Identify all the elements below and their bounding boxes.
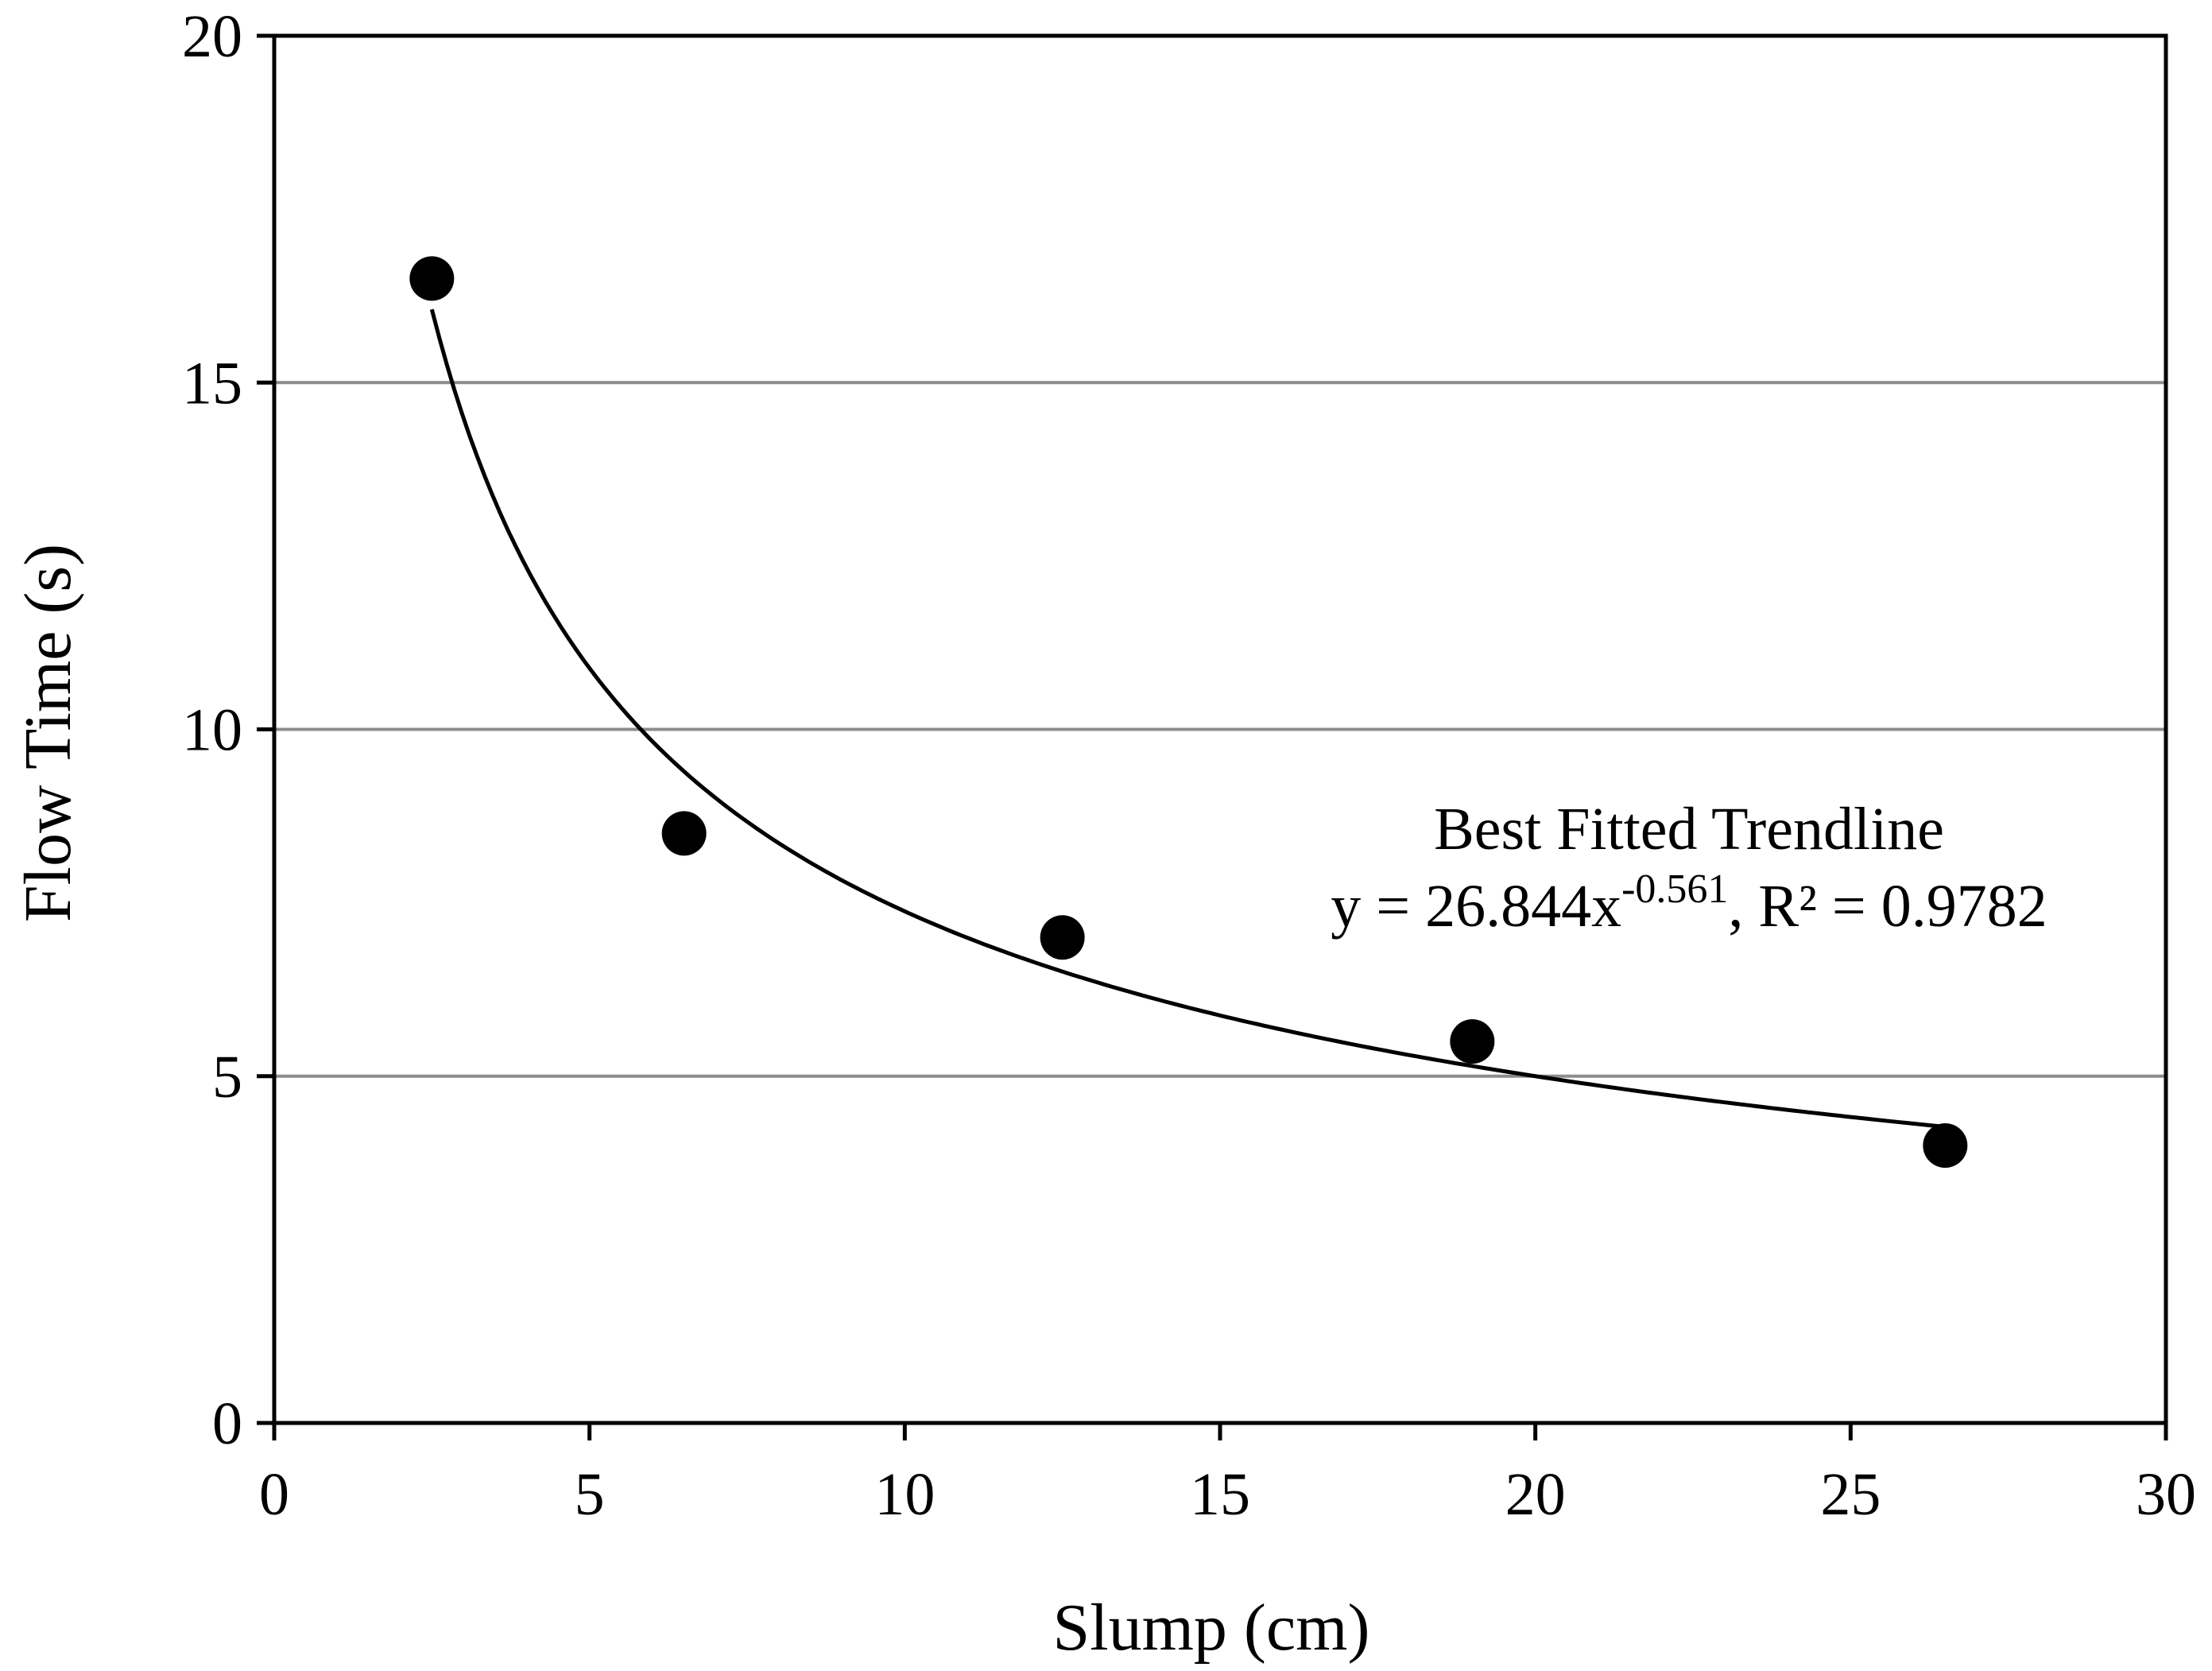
x-tick-label: 25 — [1820, 1461, 1881, 1528]
trendline-label: Best Fitted Trendline — [1434, 796, 1944, 863]
data-point — [1923, 1123, 1968, 1168]
data-point — [409, 256, 455, 301]
y-tick-label: 20 — [182, 3, 242, 70]
trendline-equation: y = 26.844x-0.561, R² = 0.9782 — [1331, 867, 2047, 940]
x-axis-title: Slump (cm) — [1053, 1591, 1370, 1665]
y-tick-label: 0 — [212, 1390, 242, 1457]
trendline — [429, 308, 1946, 1129]
x-tick-label: 10 — [874, 1461, 935, 1528]
x-tick-label: 15 — [1190, 1461, 1250, 1528]
equation-prefix: y = 26.844x — [1331, 873, 1621, 940]
y-tick-label: 10 — [182, 697, 242, 764]
ticks: 0 5 10 15 20 0 5 10 15 20 25 30 — [182, 3, 2196, 1528]
data-point — [1450, 1019, 1495, 1064]
x-tick-label: 5 — [575, 1461, 605, 1528]
equation-suffix: , R² = 0.9782 — [1728, 873, 2047, 940]
x-tick-label: 30 — [2136, 1461, 2196, 1528]
y-tick-label: 15 — [182, 350, 242, 417]
equation-exponent: -0.561 — [1621, 867, 1728, 912]
data-point — [1040, 915, 1085, 960]
data-point — [661, 811, 707, 856]
grid-lines — [274, 381, 2166, 1078]
trendline-group — [429, 308, 1946, 1129]
data-points — [409, 256, 1968, 1168]
x-tick-label: 20 — [1505, 1461, 1566, 1528]
y-axis-title: Flow Time (s) — [11, 544, 85, 922]
x-tick-label: 0 — [259, 1461, 289, 1528]
y-tick-label: 5 — [212, 1044, 242, 1111]
